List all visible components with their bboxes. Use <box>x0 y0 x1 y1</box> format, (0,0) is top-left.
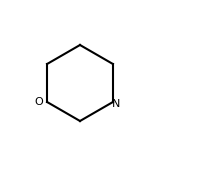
Text: N: N <box>112 99 120 109</box>
Text: O: O <box>35 97 44 107</box>
